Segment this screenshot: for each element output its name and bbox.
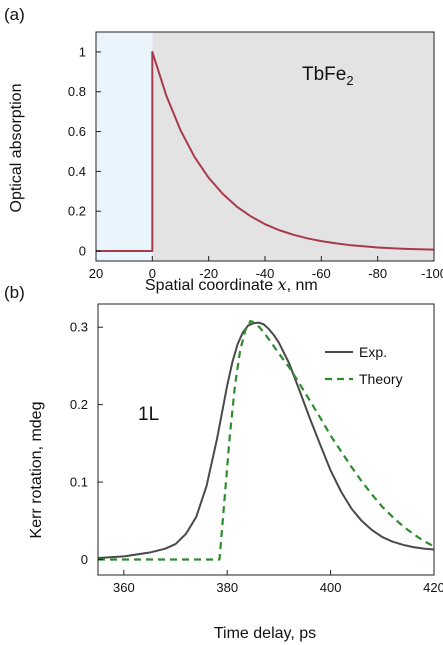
material-annotation-subscript: 2 <box>346 73 353 88</box>
x-tick-label: 380 <box>216 580 238 595</box>
x-tick-label: -60 <box>312 266 331 281</box>
y-tick-label: 0.4 <box>68 164 86 179</box>
x-tick-label: 360 <box>113 580 135 595</box>
panel-b-label: (b) <box>4 283 25 302</box>
y-tick-label: 0.8 <box>68 84 86 99</box>
x-axis-label: Time delay, ps <box>214 625 316 642</box>
plot-frame <box>97 303 435 576</box>
material-annotation-text: TbFe <box>302 64 346 85</box>
x-ticks: 360 380 400 420 <box>113 570 443 595</box>
series-group <box>97 319 435 561</box>
legend: Exp. Theory <box>325 344 403 387</box>
series-line-exp <box>97 321 435 559</box>
y-ticks: 0 0.2 0.4 0.6 0.8 1 <box>68 44 101 259</box>
y-ticks: 0 0.1 0.2 0.3 <box>70 320 103 567</box>
x-axis-unit: , nm <box>287 277 318 294</box>
material-region <box>152 32 435 261</box>
y-tick-label: 0 <box>81 552 88 567</box>
legend-exp-label: Exp. <box>359 344 387 360</box>
x-tick-label: -20 <box>199 266 218 281</box>
x-axis-label-text: Spatial coordinate <box>145 277 273 294</box>
outside-region <box>96 32 153 261</box>
x-tick-label: -40 <box>256 266 275 281</box>
y-axis-label: Optical absorption <box>8 84 25 213</box>
x-tick-label: 420 <box>423 580 443 595</box>
panel-b: (b) 360 380 400 420 0 0.1 0.2 0.3 1L Exp. Theo… <box>4 283 443 642</box>
sample-annotation: 1L <box>138 404 159 425</box>
y-tick-label: 1 <box>79 44 86 59</box>
y-tick-label: 0 <box>79 244 86 259</box>
panel-a-label: (a) <box>4 5 25 24</box>
x-tick-label: -100 <box>421 266 443 281</box>
y-tick-label: 0.2 <box>70 397 88 412</box>
legend-theory-label: Theory <box>359 371 403 387</box>
y-tick-label: 0.6 <box>68 124 86 139</box>
x-axis-label: Spatial coordinate x, nm <box>145 275 318 294</box>
y-tick-label: 0.3 <box>70 320 88 335</box>
x-tick-label: -80 <box>368 266 387 281</box>
x-ticks: 20 0 -20 -40 -60 -80 -100 <box>89 256 443 281</box>
x-tick-label: 0 <box>149 266 156 281</box>
x-tick-label: 400 <box>320 580 342 595</box>
y-tick-label: 0.2 <box>68 204 86 219</box>
material-annotation: TbFe2 <box>302 64 354 88</box>
y-axis-label: Kerr rotation, mdeg <box>28 402 45 539</box>
series-line-0 <box>96 50 435 253</box>
x-axis-variable: x <box>278 275 287 294</box>
x-tick-label: 20 <box>89 266 103 281</box>
series-group <box>96 50 435 253</box>
series-line-theory <box>98 319 435 561</box>
panel-a: (a) 200-20-40-60-80-100 00.20.40.60.81 T… <box>4 5 443 294</box>
y-tick-label: 0.1 <box>70 475 88 490</box>
